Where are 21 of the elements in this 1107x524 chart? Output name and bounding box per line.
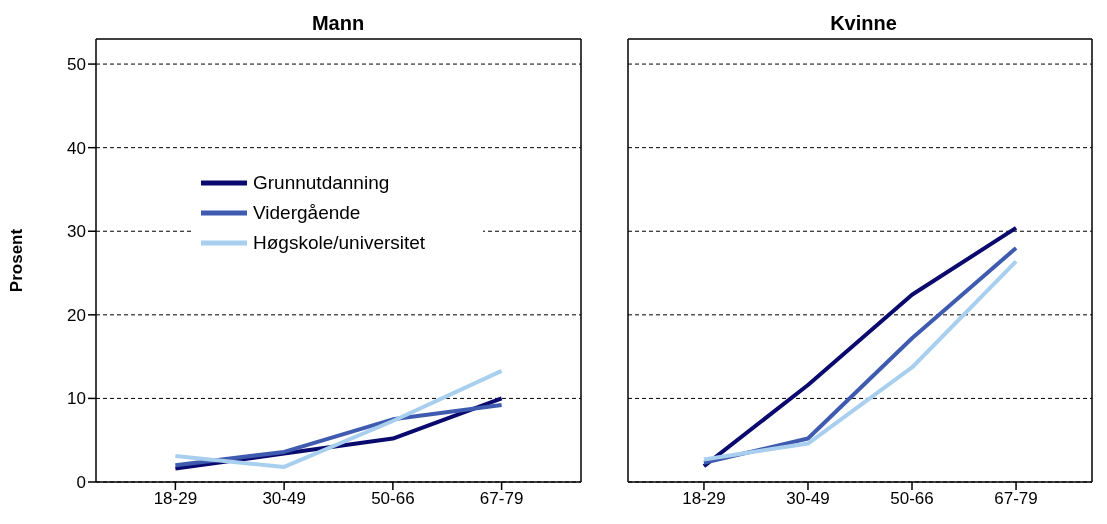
y-axis-title: Prosent: [7, 228, 27, 293]
y-tick-label: 20: [67, 305, 86, 325]
x-tick-label: 30-49: [262, 489, 306, 509]
x-tick-label: 18-29: [682, 489, 726, 509]
x-tick-label: 30-49: [786, 489, 830, 509]
legend-label: Høgskole/universitet: [253, 232, 426, 254]
legend-label: Vidergående: [253, 202, 361, 224]
y-tick-label: 40: [67, 138, 86, 158]
x-tick-label: 18-29: [153, 489, 198, 509]
x-tick-label: 50-66: [890, 489, 934, 509]
y-tick-label: 30: [67, 222, 86, 242]
legend-label: Grunnutdanning: [253, 172, 390, 194]
x-tick-label: 67-79: [994, 489, 1038, 509]
chart-title: Kvinne: [829, 11, 898, 36]
y-tick-label: 10: [67, 389, 86, 409]
x-tick-label: 67-79: [479, 489, 524, 509]
line-series: [173, 368, 504, 469]
x-tick-label: 50-66: [371, 489, 415, 509]
y-tick-label: 0: [76, 473, 86, 493]
chart-title: Mann: [310, 11, 366, 36]
y-tick-label: 50: [67, 55, 86, 75]
